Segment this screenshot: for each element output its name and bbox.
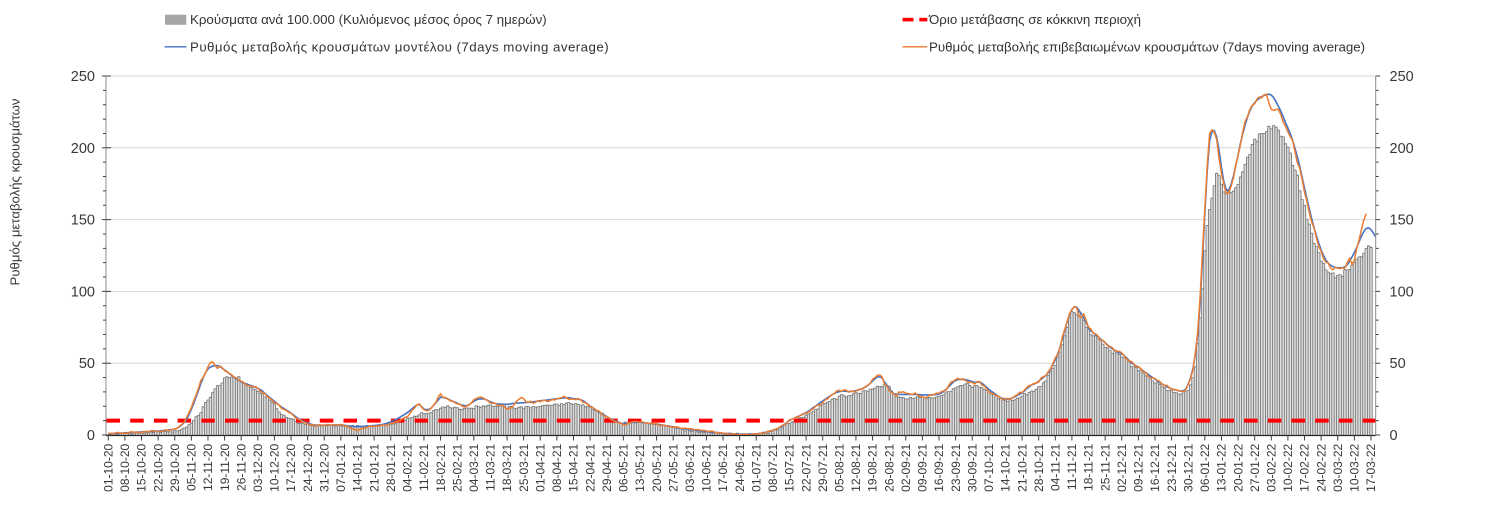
svg-text:25-02-21: 25-02-21 [450,443,464,491]
svg-text:11-02-21: 11-02-21 [417,443,431,490]
svg-text:18-02-21: 18-02-21 [434,443,448,491]
svg-text:100: 100 [1390,284,1414,300]
svg-text:15-10-20: 15-10-20 [135,443,149,491]
svg-text:07-10-21: 07-10-21 [982,443,996,491]
svg-text:50: 50 [79,356,95,372]
svg-text:0: 0 [87,428,95,444]
svg-text:06-01-22: 06-01-22 [1198,443,1212,491]
svg-text:10-12-20: 10-12-20 [268,443,282,491]
svg-text:21-10-21: 21-10-21 [1015,443,1029,491]
svg-text:150: 150 [71,213,95,229]
svg-text:05-11-20: 05-11-20 [185,443,199,490]
svg-text:22-07-21: 22-07-21 [799,443,813,491]
svg-text:09-12-21: 09-12-21 [1132,443,1146,491]
svg-text:25-11-21: 25-11-21 [1098,443,1112,490]
svg-text:27-05-21: 27-05-21 [666,443,680,491]
svg-text:200: 200 [71,141,95,157]
svg-text:200: 200 [1390,141,1414,157]
svg-text:25-03-21: 25-03-21 [517,443,531,491]
svg-text:Ρυθμός μεταβολής κρουσμάτων μο: Ρυθμός μεταβολής κρουσμάτων μοντέλου (7d… [190,39,609,54]
svg-text:30-09-21: 30-09-21 [965,443,979,491]
svg-text:08-04-21: 08-04-21 [550,443,564,491]
svg-text:Ρυθμός μεταβολής κρουσμάτων: Ρυθμός μεταβολής κρουσμάτων [8,98,23,285]
svg-text:10-02-22: 10-02-22 [1281,443,1295,491]
svg-text:29-07-21: 29-07-21 [816,443,830,491]
svg-text:03-03-22: 03-03-22 [1331,443,1345,491]
svg-text:02-09-21: 02-09-21 [899,443,913,491]
svg-text:23-09-21: 23-09-21 [949,443,963,491]
svg-text:16-09-21: 16-09-21 [932,443,946,491]
svg-text:04-02-21: 04-02-21 [401,443,415,491]
svg-text:16-12-21: 16-12-21 [1148,443,1162,491]
svg-text:08-10-20: 08-10-20 [118,443,132,491]
svg-text:08-07-21: 08-07-21 [766,443,780,491]
svg-text:03-06-21: 03-06-21 [683,443,697,491]
svg-text:Όριο μετάβασης σε κόκκινη περι: Όριο μετάβασης σε κόκκινη περιοχή [928,12,1141,27]
svg-text:15-04-21: 15-04-21 [567,443,581,491]
svg-text:21-01-21: 21-01-21 [367,443,381,491]
svg-text:28-01-21: 28-01-21 [384,443,398,491]
svg-text:15-07-21: 15-07-21 [783,443,797,491]
svg-text:18-03-21: 18-03-21 [500,443,514,491]
svg-text:250: 250 [1390,69,1414,85]
svg-text:Κρούσματα ανά 100.000 (Κυλιόμε: Κρούσματα ανά 100.000 (Κυλιόμενος μέσος … [190,12,547,27]
svg-text:03-12-20: 03-12-20 [251,443,265,491]
svg-text:14-10-21: 14-10-21 [999,443,1013,491]
svg-text:17-06-21: 17-06-21 [716,443,730,491]
svg-text:04-03-21: 04-03-21 [467,443,481,491]
svg-text:13-01-22: 13-01-22 [1215,443,1229,491]
svg-text:100: 100 [71,284,95,300]
svg-text:02-12-21: 02-12-21 [1115,443,1129,491]
svg-text:01-10-20: 01-10-20 [102,443,116,491]
svg-text:26-11-20: 26-11-20 [234,443,248,490]
svg-text:29-04-21: 29-04-21 [600,443,614,491]
svg-text:04-11-21: 04-11-21 [1049,443,1063,490]
svg-text:24-06-21: 24-06-21 [733,443,747,491]
svg-text:250: 250 [71,69,95,85]
svg-text:22-10-20: 22-10-20 [151,443,165,491]
svg-text:150: 150 [1390,213,1414,229]
svg-text:20-05-21: 20-05-21 [650,443,664,491]
svg-text:26-08-21: 26-08-21 [882,443,896,491]
svg-text:17-02-22: 17-02-22 [1298,443,1312,491]
svg-text:Ρυθμός μεταβολής επιβεβαιωμένω: Ρυθμός μεταβολής επιβεβαιωμένων κρουσμάτ… [929,39,1365,54]
svg-text:23-12-21: 23-12-21 [1165,443,1179,491]
svg-text:30-12-21: 30-12-21 [1181,443,1195,491]
svg-text:03-02-22: 03-02-22 [1265,443,1279,491]
svg-text:50: 50 [1390,356,1406,372]
svg-text:27-01-22: 27-01-22 [1248,443,1262,491]
svg-text:20-01-22: 20-01-22 [1231,443,1245,491]
svg-text:12-08-21: 12-08-21 [849,443,863,491]
svg-text:10-06-21: 10-06-21 [700,443,714,491]
svg-text:10-03-22: 10-03-22 [1348,443,1362,491]
svg-text:31-12-20: 31-12-20 [318,443,332,491]
svg-text:05-08-21: 05-08-21 [833,443,847,491]
svg-text:24-12-20: 24-12-20 [301,443,315,491]
svg-text:14-01-21: 14-01-21 [351,443,365,491]
svg-text:28-10-21: 28-10-21 [1032,443,1046,491]
svg-text:07-01-21: 07-01-21 [334,443,348,491]
svg-text:01-07-21: 01-07-21 [749,443,763,491]
svg-text:18-11-21: 18-11-21 [1082,443,1096,490]
svg-text:06-05-21: 06-05-21 [617,443,631,491]
svg-text:24-02-22: 24-02-22 [1314,443,1328,491]
svg-text:11-11-21: 11-11-21 [1065,443,1079,490]
svg-text:29-10-20: 29-10-20 [168,443,182,491]
svg-text:0: 0 [1390,428,1398,444]
svg-text:22-04-21: 22-04-21 [583,443,597,491]
svg-text:13-05-21: 13-05-21 [633,443,647,491]
svg-text:11-03-21: 11-03-21 [484,443,498,490]
svg-text:01-04-21: 01-04-21 [534,443,548,491]
svg-text:17-12-20: 17-12-20 [284,443,298,491]
svg-text:19-08-21: 19-08-21 [866,443,880,491]
svg-text:09-09-21: 09-09-21 [916,443,930,491]
svg-text:12-11-20: 12-11-20 [201,443,215,490]
svg-text:17-03-22: 17-03-22 [1364,443,1378,491]
svg-text:19-11-20: 19-11-20 [218,443,232,490]
